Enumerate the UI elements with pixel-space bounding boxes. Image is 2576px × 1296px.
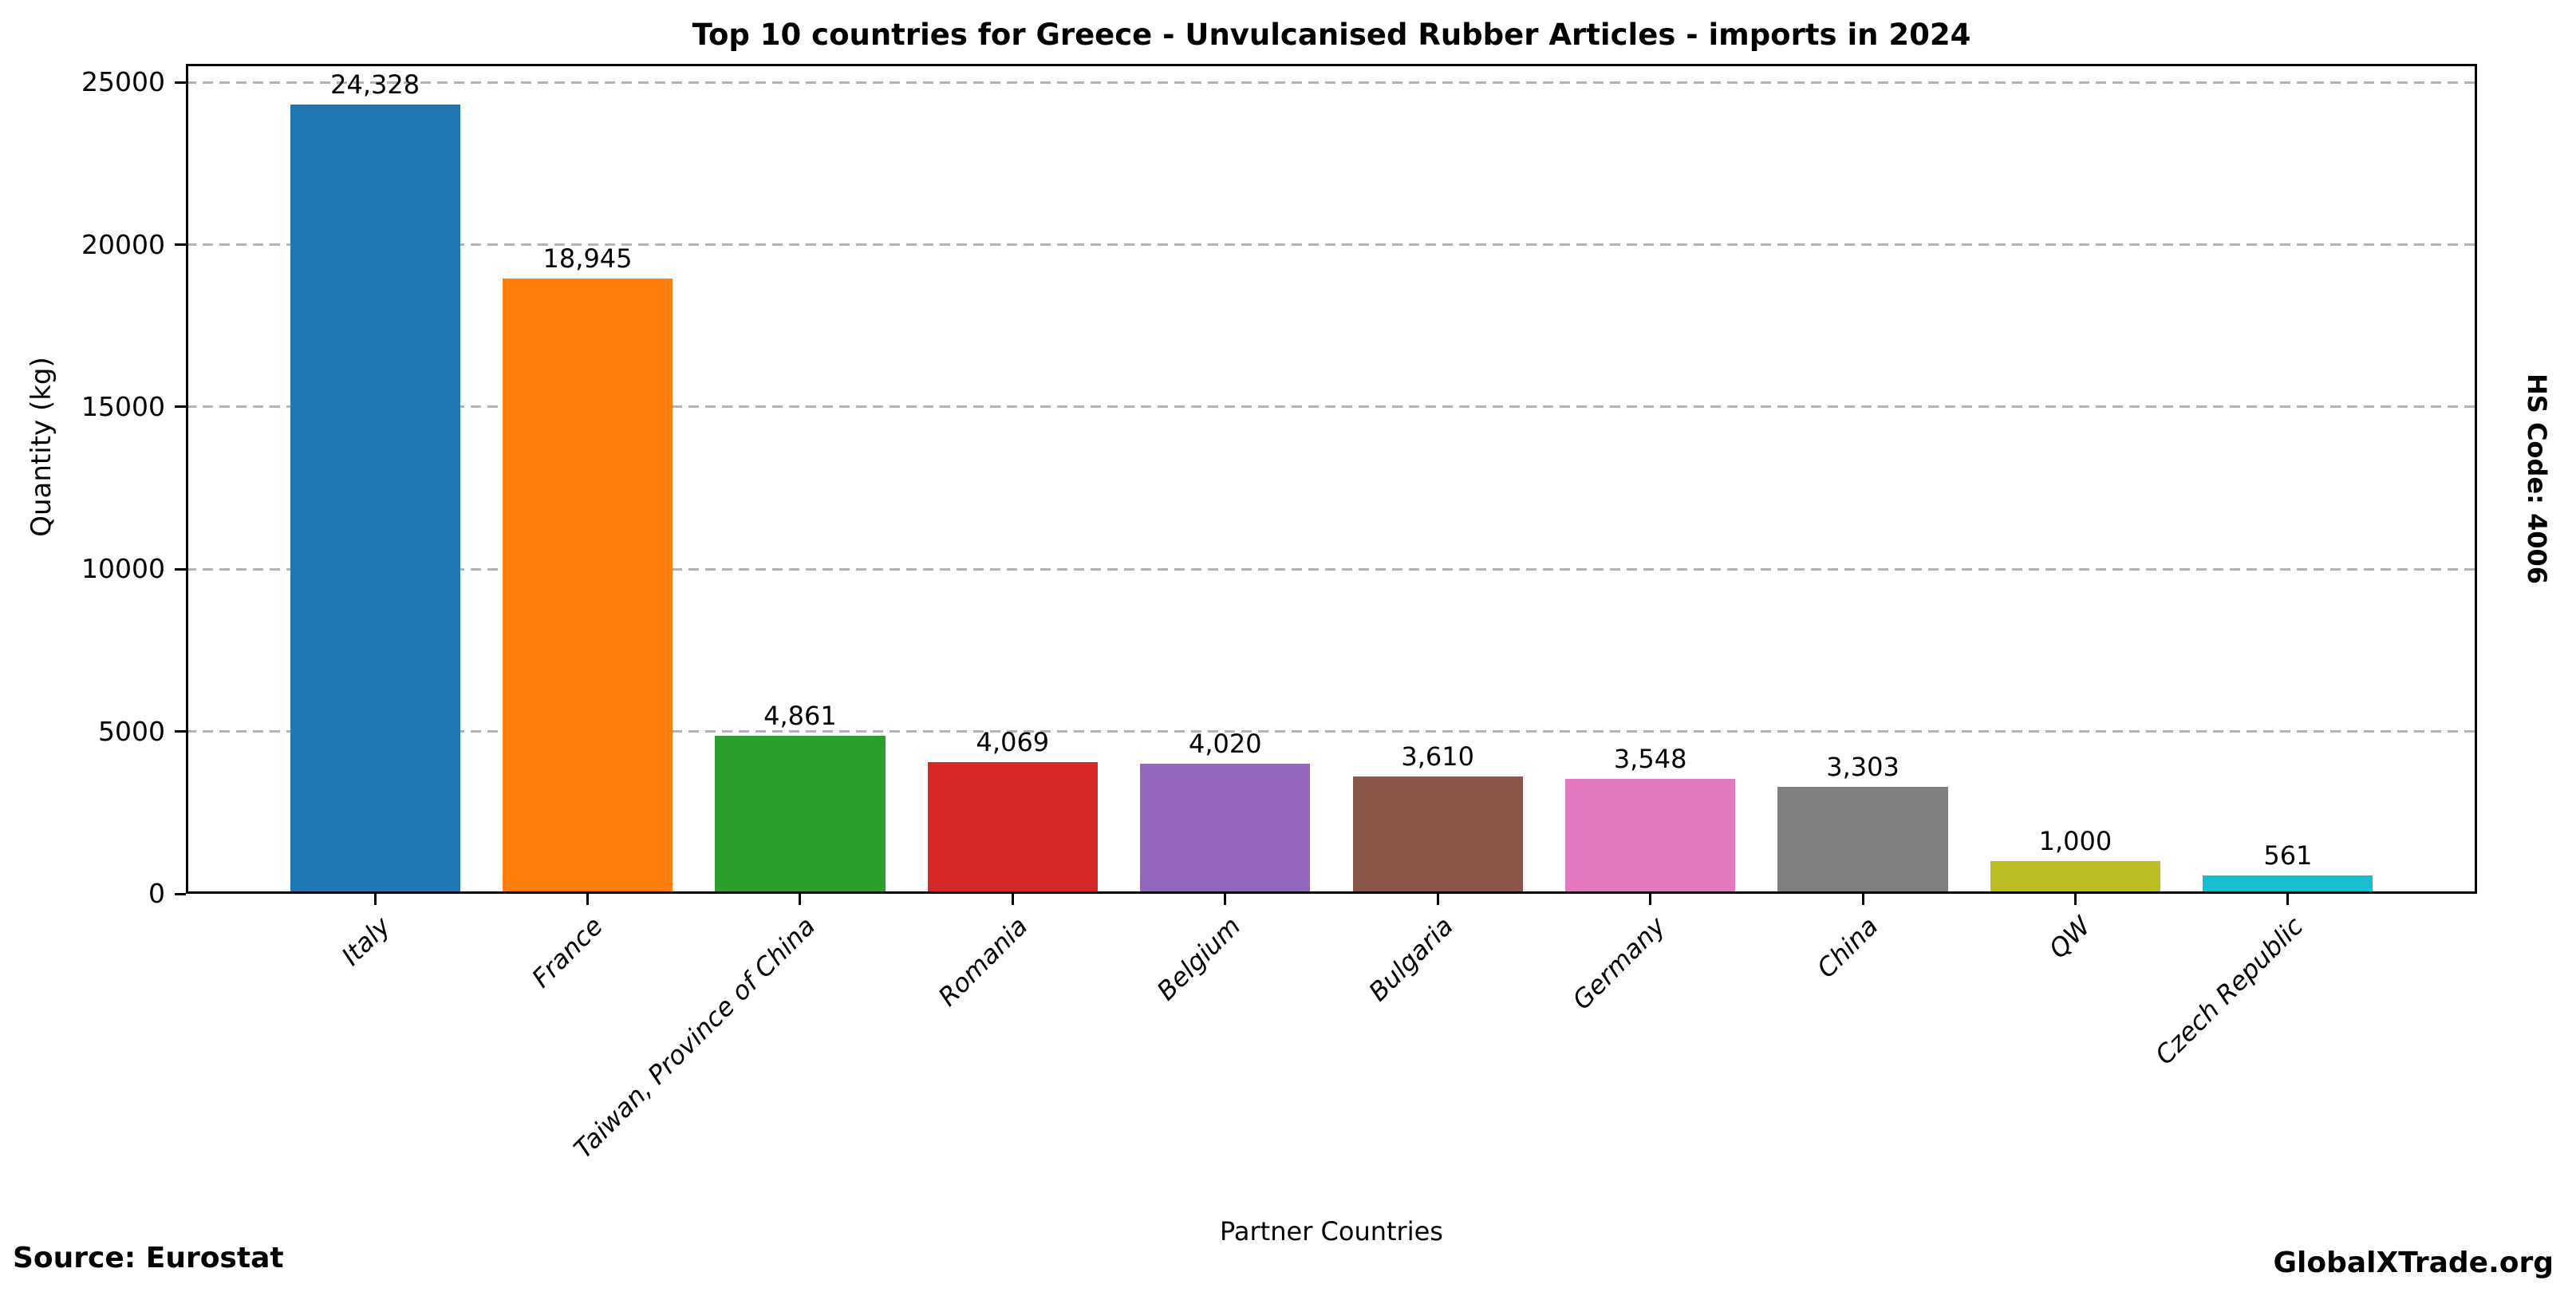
gridline-25000 (186, 81, 2477, 84)
x-tick-label-qw: QW (2042, 911, 2097, 965)
y-tick-label-0: 0 (148, 878, 165, 909)
bar-value-china: 3,303 (1826, 751, 1899, 782)
brand-note: GlobalXTrade.org (2273, 1247, 2554, 1279)
y-tick-label-10000: 10000 (81, 553, 165, 585)
x-tick-mark-belgium (1224, 894, 1227, 905)
y-tick-label-20000: 20000 (81, 228, 165, 260)
bar-china (1777, 786, 1948, 894)
x-tick-label-china: China (1810, 911, 1884, 984)
y-tick-mark-20000 (175, 243, 186, 247)
x-tick-label-germany: Germany (1566, 911, 1671, 1016)
bar-value-romania: 4,069 (976, 726, 1050, 757)
y-tick-labels: 0 5000 10000 15000 20000 25000 (0, 64, 165, 909)
gridline-10000 (186, 567, 2477, 571)
gridline-5000 (186, 730, 2477, 733)
bar-qw (1990, 861, 2161, 894)
bar-value-bulgaria: 3,610 (1401, 741, 1474, 772)
y-tick-label-25000: 25000 (81, 66, 165, 98)
chart-title: Top 10 countries for Greece - Unvulcanis… (692, 18, 1971, 52)
x-tick-mark-france (586, 894, 590, 905)
x-tick-mark-romania (1011, 894, 1014, 905)
x-tick-marks (186, 894, 2477, 905)
y-tick-mark-5000 (175, 730, 186, 733)
y-axis-title: Quantity (kg) (26, 357, 57, 537)
x-tick-label-france: France (525, 911, 609, 994)
source-note: Source: Eurostat (13, 1242, 284, 1274)
bar-value-italy: 24,328 (330, 69, 420, 100)
y-tick-marks (175, 64, 186, 895)
x-tick-label-taiwan-province-of-china: Taiwan, Province of China (567, 911, 822, 1164)
bar-value-germany: 3,548 (1613, 743, 1687, 774)
y-tick-mark-25000 (175, 81, 186, 84)
bar-taiwan-province-of-china (715, 736, 886, 894)
x-tick-label-czech-republic: Czech Republic (2148, 911, 2310, 1071)
bar-value-taiwan-province-of-china: 4,861 (763, 701, 837, 732)
x-tick-mark-qw (2073, 894, 2077, 905)
y-tick-mark-15000 (175, 405, 186, 409)
bar-france (502, 279, 673, 894)
x-tick-label-bulgaria: Bulgaria (1362, 911, 1459, 1007)
plot-area: 24,328 18,945 4,861 4,069 4,020 3,610 3,548 3,3… (186, 64, 2477, 894)
bar-value-france: 18,945 (542, 243, 633, 275)
bar-value-qw: 1,000 (2038, 826, 2112, 857)
bar-value-belgium: 4,020 (1188, 728, 1262, 759)
bar-romania (927, 761, 1098, 894)
x-axis-title: Partner Countries (1220, 1216, 1443, 1247)
gridline-15000 (186, 405, 2477, 409)
bar-belgium (1140, 763, 1311, 894)
y-tick-label-5000: 5000 (98, 715, 165, 747)
x-tick-label-belgium: Belgium (1150, 911, 1246, 1006)
y-tick-label-15000: 15000 (81, 390, 165, 422)
x-tick-mark-taiwan-province-of-china (799, 894, 802, 905)
y-tick-mark-10000 (175, 567, 186, 571)
bar-italy (290, 104, 460, 894)
y-tick-mark-0 (175, 892, 186, 895)
x-tick-mark-china (1861, 894, 1864, 905)
x-tick-mark-germany (1649, 894, 1652, 905)
bar-czech-republic (2203, 875, 2373, 894)
bar-germany (1565, 778, 1736, 894)
bar-bulgaria (1352, 776, 1523, 894)
hs-code-annotation: HS Code: 4006 (2522, 373, 2552, 585)
gridline-20000 (186, 243, 2477, 247)
x-tick-mark-czech-republic (2286, 894, 2290, 905)
x-tick-label-romania: Romania (932, 911, 1034, 1013)
x-tick-mark-bulgaria (1436, 894, 1439, 905)
x-tick-mark-italy (373, 894, 377, 905)
bar-value-czech-republic: 561 (2263, 840, 2313, 871)
x-tick-label-italy: Italy (335, 911, 396, 972)
